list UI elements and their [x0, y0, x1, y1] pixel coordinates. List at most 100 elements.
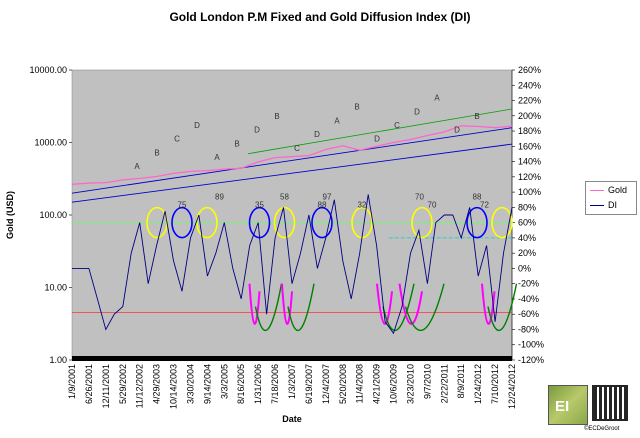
x-tick-label: 8/9/2011: [456, 364, 466, 398]
cycle-circle: [311, 206, 333, 239]
wave-letter: D: [314, 130, 320, 139]
series: [71, 125, 513, 335]
wave-letter: D: [254, 126, 260, 135]
right-tick-label: 160%: [518, 141, 541, 151]
x-tick-label: 3/23/2010: [405, 364, 415, 404]
credit: ©ECDeGroot: [584, 426, 620, 432]
right-tick-label: 240%: [518, 80, 541, 90]
legend: Gold DI: [585, 181, 637, 215]
left-axis: 1.00 10.00 100.00 1000.00 10000.00: [29, 65, 72, 365]
di-peak-label: 32: [358, 200, 367, 209]
wave-letter: B: [354, 103, 359, 112]
legend-gold-label: Gold: [608, 185, 628, 195]
legend-di: DI: [590, 200, 617, 210]
x-tick-label: 1/9/2001: [67, 364, 77, 399]
channel-lower: [71, 143, 513, 203]
right-tick-label: 80%: [518, 202, 536, 212]
di-peak-label: 72: [480, 200, 489, 209]
wave-letter: C: [174, 135, 180, 144]
left-tick-label: 100.00: [39, 210, 67, 220]
x-axis-label: Date: [282, 414, 302, 424]
right-axis: -120% -100% -80% -60% -40% -20% 0% 20% 40% 60% 80%…: [511, 65, 544, 365]
x-tick-label: 3/30/2004: [185, 364, 195, 404]
right-tick-label: 120%: [518, 172, 541, 182]
left-tick-label: 10.00: [44, 283, 67, 293]
cycle-low-magenta: [248, 283, 261, 325]
legend-gold: Gold: [590, 185, 627, 195]
x-tick-label: 6/26/2001: [84, 364, 94, 404]
wave-letter: D: [414, 107, 420, 116]
wave-letter: A: [334, 116, 340, 125]
x-tick-label: 11/4/2008: [355, 364, 365, 403]
overlays: [71, 108, 518, 331]
wave-letter: A: [214, 153, 220, 162]
right-tick-label: 140%: [518, 157, 541, 167]
wave-letter: C: [294, 144, 300, 153]
wave-letter: B: [474, 112, 479, 121]
legend-di-swatch: [590, 205, 604, 207]
right-tick-label: -120%: [518, 355, 544, 365]
di-peak-label: 97: [323, 193, 332, 202]
x-tick-label: 5/20/2008: [338, 364, 348, 404]
cycle-circle: [196, 206, 218, 239]
right-tick-label: 60%: [518, 218, 536, 228]
x-tick-label: 12/4/2007: [321, 364, 331, 404]
series-line-gold: [71, 125, 513, 185]
di-peak-label: 89: [215, 193, 224, 202]
series-line-di: [72, 194, 513, 335]
x-tick-label: 1/3/2007: [287, 364, 297, 399]
logo-text: EI: [555, 398, 570, 415]
cycle-circle: [273, 206, 296, 239]
wave-letter: C: [394, 121, 400, 130]
di-peak-label: 88: [318, 200, 327, 209]
cycle-low-magenta: [398, 283, 423, 325]
cycle-low-green: [404, 283, 445, 331]
left-tick-label: 1.00: [49, 355, 67, 365]
right-tick-label: -100%: [518, 340, 544, 350]
right-tick-label: 200%: [518, 111, 541, 121]
trend-green: [247, 108, 513, 155]
wave-letter: D: [374, 135, 380, 144]
right-tick-label: 0%: [518, 263, 531, 273]
y-axis-label: Gold (USD): [5, 191, 15, 239]
chart-title: Gold London P.M Fixed and Gold Diffusion…: [169, 10, 470, 24]
cycle-low-green: [287, 283, 315, 331]
wave-letter: D: [194, 121, 200, 130]
cycle-low-green: [487, 283, 518, 331]
right-tick-label: 220%: [518, 96, 541, 106]
right-tick-label: -40%: [518, 294, 539, 304]
x-tick-label: 5/29/2002: [118, 364, 128, 404]
cycle-low-green: [254, 283, 283, 331]
x-tick-label: 12/11/2001: [101, 364, 111, 408]
wave-letter: B: [154, 148, 159, 157]
channel-upper: [71, 127, 513, 194]
right-tick-label: 260%: [518, 65, 541, 75]
x-tick-label: 12/24/2012: [507, 364, 517, 409]
x-tick-label: 4/21/2009: [372, 364, 382, 404]
logo-tile: EI: [548, 385, 588, 425]
x-tick-label: 6/19/2007: [304, 364, 314, 404]
x-axis: 1/9/2001 6/26/2001 12/11/2001 5/29/2002 11/1…: [67, 364, 517, 409]
x-tick-label: 3/3/2005: [219, 364, 229, 399]
right-tick-label: -20%: [518, 279, 539, 289]
di-peak-label: 35: [255, 200, 264, 209]
x-tick-label: 7/10/2012: [490, 364, 500, 404]
x-tick-label: 1/31/2006: [253, 364, 263, 404]
x-tick-label: 8/16/2005: [236, 364, 246, 404]
di-peak-label: 70: [428, 200, 437, 209]
left-tick-label: 10000.00: [29, 65, 67, 75]
right-tick-label: -60%: [518, 309, 539, 319]
x-axis-band: [72, 356, 512, 361]
x-tick-label: 11/12/2002: [135, 364, 145, 408]
x-tick-label: 1/24/2012: [473, 364, 483, 404]
plot-area: [71, 69, 513, 361]
right-tick-label: -80%: [518, 324, 539, 334]
x-tick-label: 9/14/2004: [202, 364, 212, 404]
cycle-low-green: [382, 283, 415, 331]
x-tick-label: 10/6/2009: [389, 364, 399, 404]
di-peak-label: 58: [280, 193, 289, 202]
wave-letter: A: [134, 162, 140, 171]
cycle-low-magenta: [376, 283, 393, 325]
wave-letter: B: [234, 139, 239, 148]
cycle-low-magenta: [281, 283, 293, 325]
